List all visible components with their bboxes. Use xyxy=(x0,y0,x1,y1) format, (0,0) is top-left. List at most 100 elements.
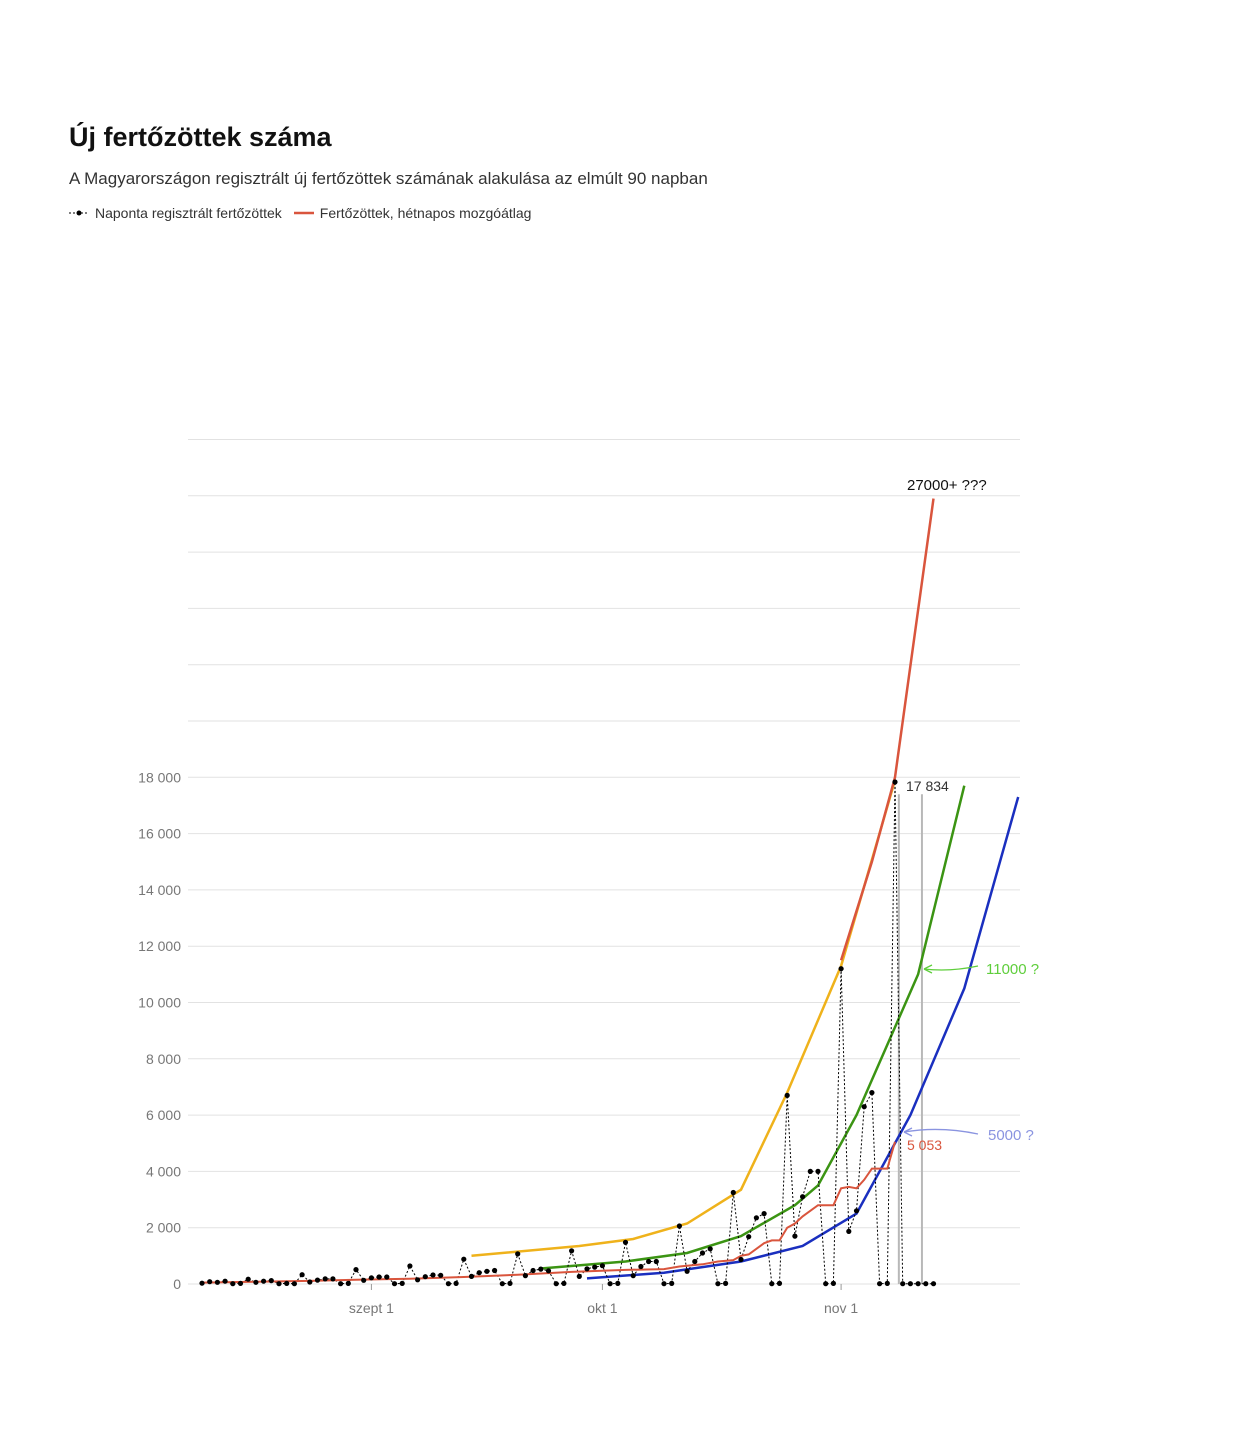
daily-point xyxy=(438,1272,444,1278)
daily-point xyxy=(268,1278,274,1284)
daily-point xyxy=(245,1276,251,1282)
daily-point xyxy=(199,1280,205,1286)
daily-point xyxy=(461,1256,467,1262)
annotation-blue-guess: 5000 ? xyxy=(988,1127,1034,1144)
green-arrow xyxy=(923,964,979,974)
y-tick-label: 8 000 xyxy=(146,1051,181,1067)
daily-point xyxy=(561,1280,567,1286)
x-tick-label: okt 1 xyxy=(587,1300,618,1316)
daily-point xyxy=(638,1263,644,1270)
projection-yellow-line xyxy=(471,779,897,1258)
daily-point xyxy=(207,1279,213,1285)
daily-point xyxy=(730,1189,736,1196)
daily-point xyxy=(230,1281,236,1287)
daily-point xyxy=(307,1279,313,1285)
daily-point xyxy=(345,1280,351,1286)
daily-point xyxy=(723,1280,729,1286)
daily-point xyxy=(376,1274,382,1280)
daily-point xyxy=(391,1281,398,1287)
grid-lines xyxy=(188,439,1020,1285)
annotation-top: 27000+ ??? xyxy=(907,477,987,494)
y-tick-label: 4 000 xyxy=(146,1163,181,1179)
x-axis-ticks: szept 1 okt 1 nov 1 xyxy=(349,1284,858,1316)
daily-point xyxy=(261,1278,267,1284)
daily-point xyxy=(530,1267,536,1274)
x-tick-label: nov 1 xyxy=(824,1300,858,1316)
daily-point xyxy=(907,1281,914,1287)
chart-title: Új fertőzöttek száma xyxy=(69,122,332,152)
legend-item-daily[interactable]: Naponta regisztrált fertőzöttek xyxy=(69,205,282,221)
data-series xyxy=(199,779,937,1287)
legend-average-label: Fertőzöttek, hétnapos mozgóátlag xyxy=(319,205,532,221)
legend-daily-label: Naponta regisztrált fertőzöttek xyxy=(95,205,282,221)
daily-point xyxy=(330,1276,336,1282)
daily-point xyxy=(715,1281,721,1287)
daily-point xyxy=(515,1251,521,1257)
daily-point xyxy=(615,1280,621,1286)
daily-point xyxy=(237,1280,244,1286)
daily-point xyxy=(661,1281,667,1287)
daily-point xyxy=(692,1258,698,1265)
daily-point xyxy=(314,1277,321,1283)
daily-point xyxy=(353,1267,359,1273)
daily-point xyxy=(761,1211,767,1217)
daily-line xyxy=(201,781,934,1285)
projection-green-line xyxy=(540,785,966,1270)
projection-blue-line xyxy=(586,796,1020,1280)
y-tick-label: 18 000 xyxy=(138,769,181,785)
y-axis-ticks: 0 2 000 4 000 6 000 8 000 10 000 12 000 14 000 1… xyxy=(138,769,181,1292)
daily-point xyxy=(499,1281,505,1287)
daily-point xyxy=(276,1281,282,1287)
daily-point xyxy=(291,1281,297,1287)
daily-point xyxy=(492,1267,498,1274)
daily-point xyxy=(792,1233,798,1239)
daily-point xyxy=(553,1281,559,1287)
daily-point xyxy=(823,1281,829,1287)
daily-point xyxy=(746,1234,752,1240)
marker-lines xyxy=(897,794,923,1284)
daily-point xyxy=(538,1266,544,1272)
projection-lines xyxy=(471,498,1020,1280)
daily-point xyxy=(676,1223,683,1229)
y-tick-label: 0 xyxy=(173,1276,181,1292)
daily-point xyxy=(415,1277,421,1283)
daily-point xyxy=(838,966,844,972)
daily-point xyxy=(646,1258,652,1265)
daily-point xyxy=(361,1277,367,1283)
daily-point xyxy=(384,1274,390,1280)
daily-point xyxy=(753,1215,760,1221)
daily-point xyxy=(769,1281,775,1287)
daily-point xyxy=(407,1263,413,1269)
daily-point xyxy=(800,1194,806,1200)
daily-point xyxy=(284,1280,290,1286)
daily-point xyxy=(569,1248,575,1254)
daily-point xyxy=(299,1272,305,1278)
annotations: 27000+ ??? 17 834 5 053 11000 ? 5000 ? xyxy=(903,477,1039,1153)
daily-point xyxy=(607,1281,613,1287)
daily-point xyxy=(253,1279,259,1285)
daily-point xyxy=(399,1280,405,1286)
daily-point xyxy=(592,1264,598,1270)
daily-point xyxy=(630,1273,636,1279)
y-tick-label: 16 000 xyxy=(138,826,181,842)
daily-point xyxy=(468,1273,475,1279)
moving-average-line xyxy=(201,1141,896,1284)
daily-point xyxy=(707,1246,713,1252)
daily-point xyxy=(877,1281,883,1287)
daily-point xyxy=(545,1268,552,1274)
legend-item-average[interactable]: Fertőzöttek, hétnapos mozgóátlag xyxy=(293,205,532,221)
daily-point xyxy=(453,1280,459,1286)
daily-point xyxy=(507,1280,513,1286)
daily-point xyxy=(861,1104,867,1110)
daily-point xyxy=(884,1280,890,1286)
daily-point xyxy=(869,1090,875,1096)
daily-point xyxy=(892,779,898,785)
y-tick-label: 2 000 xyxy=(146,1220,181,1236)
daily-point xyxy=(430,1272,436,1278)
daily-point xyxy=(915,1281,921,1287)
legend-daily-swatch xyxy=(69,210,89,216)
daily-point xyxy=(599,1263,606,1269)
daily-point xyxy=(738,1256,744,1263)
daily-point xyxy=(422,1274,428,1280)
